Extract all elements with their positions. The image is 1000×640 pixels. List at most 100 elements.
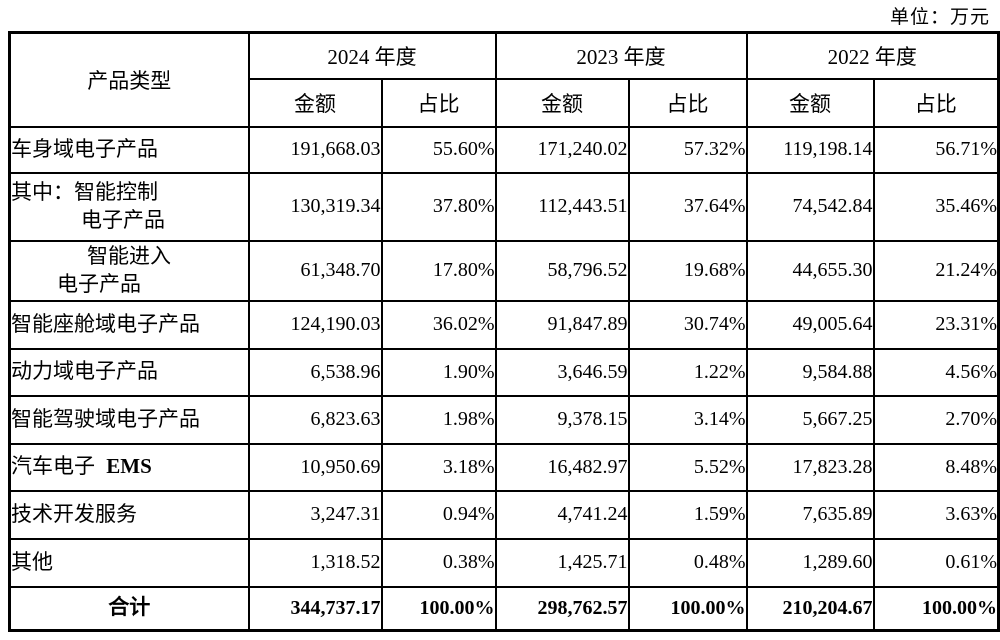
amount-2022: 17,823.28 — [745, 442, 875, 492]
table-row: 其中：智能控制 电子产品 130,319.34 37.80% 112,443.5… — [8, 171, 1000, 242]
total-row: 合计 344,737.17 100.00% 298,762.57 100.00%… — [8, 585, 1000, 632]
row-label: 智能座舱域电子产品 — [8, 299, 250, 350]
share-2023: 1.59% — [627, 489, 748, 540]
unit-label: 单位：万元 — [889, 7, 990, 28]
amount-2023: 16,482.97 — [494, 442, 630, 492]
share-2024: 0.38% — [380, 537, 497, 588]
share-2023: 30.74% — [627, 299, 748, 350]
share-2024: 1.90% — [380, 347, 497, 397]
amount-2022: 74,542.84 — [745, 171, 875, 242]
share-2023: 19.68% — [627, 239, 748, 302]
row-label: 汽车电子 EMS — [8, 442, 250, 492]
amount-2023: 4,741.24 — [494, 489, 630, 540]
amount-2024: 130,319.34 — [247, 171, 383, 242]
amount-2023: 1,425.71 — [494, 537, 630, 588]
product-type-header: 产品类型 — [8, 31, 250, 128]
share-2023: 37.64% — [627, 171, 748, 242]
table-row: 汽车电子 EMS 10,950.69 3.18% 16,482.97 5.52%… — [8, 442, 1000, 492]
row-label-line2: 电子产品 — [81, 207, 165, 232]
amount-2024: 61,348.70 — [247, 239, 383, 302]
amount-2022: 1,289.60 — [745, 537, 875, 588]
total-amount-2022: 210,204.67 — [745, 585, 875, 632]
row-label: 技术开发服务 — [8, 489, 250, 540]
amount-2022: 49,005.64 — [745, 299, 875, 350]
row-label: 其他 — [8, 537, 250, 588]
amount-2023: 3,646.59 — [494, 347, 630, 397]
amount-header-2024: 金额 — [247, 77, 383, 128]
share-2024: 36.02% — [380, 299, 497, 350]
product-revenue-table: 产品类型 2024 年度 2023 年度 2022 年度 金额 占比 金额 占比… — [8, 31, 1000, 632]
share-2023: 3.14% — [627, 394, 748, 445]
total-share-2024: 100.00% — [380, 585, 497, 632]
amount-2024: 6,823.63 — [247, 394, 383, 445]
amount-2024: 1,318.52 — [247, 537, 383, 588]
share-2022: 2.70% — [872, 394, 1000, 445]
amount-2023: 171,240.02 — [494, 125, 630, 174]
share-2024: 1.98% — [380, 394, 497, 445]
amount-2023: 58,796.52 — [494, 239, 630, 302]
share-2024: 55.60% — [380, 125, 497, 174]
share-2023: 57.32% — [627, 125, 748, 174]
share-2022: 23.31% — [872, 299, 1000, 350]
table-row: 动力域电子产品 6,538.96 1.90% 3,646.59 1.22% 9,… — [8, 347, 1000, 397]
share-2022: 56.71% — [872, 125, 1000, 174]
row-label: 智能进入 电子产品 — [8, 239, 250, 302]
share-header-2023: 占比 — [627, 77, 748, 128]
share-2023: 1.22% — [627, 347, 748, 397]
share-header-2022: 占比 — [872, 77, 1000, 128]
total-share-2023: 100.00% — [627, 585, 748, 632]
row-label-text: 汽车电子 — [11, 454, 96, 479]
amount-2023: 9,378.15 — [494, 394, 630, 445]
row-label: 其中：智能控制 电子产品 — [8, 171, 250, 242]
total-amount-2023: 298,762.57 — [494, 585, 630, 632]
amount-2024: 6,538.96 — [247, 347, 383, 397]
year-2023-header: 2023 年度 — [494, 31, 748, 80]
row-label: 智能驾驶域电子产品 — [8, 394, 250, 445]
row-label: 车身域电子产品 — [8, 125, 250, 174]
amount-2022: 44,655.30 — [745, 239, 875, 302]
total-label: 合计 — [8, 585, 250, 632]
row-label-line2: 电子产品 — [57, 271, 141, 296]
total-amount-2024: 344,737.17 — [247, 585, 383, 632]
row-label-line1: 智能进入 — [87, 243, 171, 268]
row-label-line1: 其中：智能控制 — [11, 179, 159, 204]
share-2022: 21.24% — [872, 239, 1000, 302]
share-2022: 4.56% — [872, 347, 1000, 397]
share-2023: 0.48% — [627, 537, 748, 588]
table-row: 其他 1,318.52 0.38% 1,425.71 0.48% 1,289.6… — [8, 537, 1000, 588]
amount-2024: 124,190.03 — [247, 299, 383, 350]
row-label-suffix: EMS — [106, 454, 152, 479]
table-row: 车身域电子产品 191,668.03 55.60% 171,240.02 57.… — [8, 125, 1000, 174]
amount-2024: 191,668.03 — [247, 125, 383, 174]
amount-header-2023: 金额 — [494, 77, 630, 128]
share-2023: 5.52% — [627, 442, 748, 492]
share-2022: 35.46% — [872, 171, 1000, 242]
share-2022: 0.61% — [872, 537, 1000, 588]
row-label: 动力域电子产品 — [8, 347, 250, 397]
amount-2023: 112,443.51 — [494, 171, 630, 242]
amount-2022: 7,635.89 — [745, 489, 875, 540]
amount-2023: 91,847.89 — [494, 299, 630, 350]
amount-2024: 3,247.31 — [247, 489, 383, 540]
total-share-2022: 100.00% — [872, 585, 1000, 632]
share-header-2024: 占比 — [380, 77, 497, 128]
amount-2022: 5,667.25 — [745, 394, 875, 445]
amount-2024: 10,950.69 — [247, 442, 383, 492]
share-2024: 3.18% — [380, 442, 497, 492]
share-2024: 37.80% — [380, 171, 497, 242]
subheader-row: 金额 占比 金额 占比 金额 占比 — [10, 77, 1000, 128]
year-2024-header: 2024 年度 — [247, 31, 497, 80]
share-2022: 3.63% — [872, 489, 1000, 540]
table-row: 智能座舱域电子产品 124,190.03 36.02% 91,847.89 30… — [8, 299, 1000, 350]
amount-2022: 9,584.88 — [745, 347, 875, 397]
year-2022-header: 2022 年度 — [745, 31, 1000, 80]
share-2024: 0.94% — [380, 489, 497, 540]
table-row: 智能驾驶域电子产品 6,823.63 1.98% 9,378.15 3.14% … — [8, 394, 1000, 445]
amount-header-2022: 金额 — [745, 77, 875, 128]
year-header-row: 产品类型 2024 年度 2023 年度 2022 年度 — [8, 31, 1000, 128]
table-row: 技术开发服务 3,247.31 0.94% 4,741.24 1.59% 7,6… — [8, 489, 1000, 540]
share-2024: 17.80% — [380, 239, 497, 302]
share-2022: 8.48% — [872, 442, 1000, 492]
amount-2022: 119,198.14 — [745, 125, 875, 174]
table-row: 智能进入 电子产品 61,348.70 17.80% 58,796.52 19.… — [8, 239, 1000, 302]
